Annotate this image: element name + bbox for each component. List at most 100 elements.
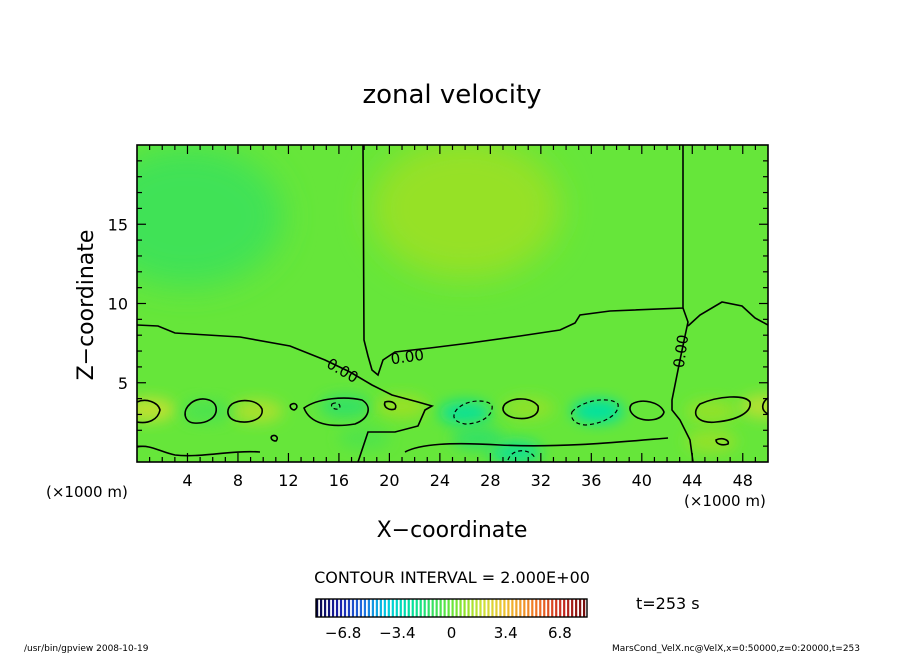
colorbar-cell [383,599,386,617]
colorbar-cell [399,599,402,617]
colorbar-cell [459,599,462,617]
colorbar-cell [343,599,347,617]
x-unit-right: (×1000 m) [684,492,766,510]
field-feature [685,429,738,454]
colorbar-cell [539,599,542,617]
colorbar-cell [391,599,394,617]
x-tick-label: 24 [430,471,450,490]
field-feature [451,426,504,451]
x-tick-label: 20 [379,471,399,490]
colorbar-cell [319,599,323,617]
colorbar-cell [419,599,422,617]
y-tick-label: 15 [108,215,128,234]
x-unit-left: (×1000 m) [46,483,128,501]
colorbar-cell [463,599,466,617]
colorbar-tick-label: −6.8 [325,624,361,642]
field-feature [370,145,561,279]
colorbar-cell [479,599,482,617]
x-tick-label: 4 [182,471,192,490]
contour-loop [404,437,669,453]
contour-loop [383,400,397,411]
colorbar-cell [523,599,526,617]
colorbar-cell [567,599,570,617]
colorbar-cell [363,599,367,617]
colorbar-cell [555,599,558,617]
colorbar-cell [439,599,442,617]
colorbar-cell [411,599,414,617]
time-label: t=253 s [636,594,700,613]
colorbar-cell [487,599,490,617]
contour-loop [227,399,263,423]
colorbar-cell [351,599,355,617]
colorbar-cell [395,599,398,617]
field-feature [137,146,283,287]
colorbar-cell [531,599,534,617]
contour-loop [137,445,261,457]
colorbar-cell [403,599,406,617]
colorbar-cell [367,599,371,617]
contour-loop [303,397,369,427]
colorbar-cell [551,599,554,617]
footer-left: /usr/bin/gpview 2008-10-19 [24,644,149,654]
x-tick-label: 32 [531,471,551,490]
colorbar-cell [483,599,486,617]
contour-loop [715,437,730,446]
field-feature [502,396,555,421]
colorbar-cell [415,599,418,617]
contour-label: 0.00 [390,346,426,368]
contour-loop [270,434,279,442]
colorbar-cell [495,599,498,617]
colorbar-cell [583,599,586,617]
x-tick-label: 44 [682,471,702,490]
zero-contour-line [362,145,684,377]
colorbar-cell [499,599,502,617]
contour-interval: CONTOUR INTERVAL = 2.000E+00 [314,568,590,587]
field-feature [319,394,372,419]
colorbar-cell [491,599,494,617]
colorbar-cell [316,599,319,617]
negative-contour-loop [453,400,493,425]
colorbar-cell [471,599,474,617]
footer-right: MarsCond_VelX.nc@VelX,x=0:50000,z=0:2000… [612,644,860,654]
colorbar-cell [547,599,550,617]
contour-loop [184,398,217,424]
field-feature [180,399,233,424]
x-tick-label: 8 [233,471,243,490]
colorbar-cell [535,599,538,617]
zero-contour-line [687,301,768,327]
colorbar-cell [423,599,426,617]
colorbar-cell [507,599,510,617]
field-feature [338,426,391,451]
contour-loop [137,399,161,424]
field-feature [137,397,176,422]
colorbar-cell [435,599,438,617]
colorbar-cell [563,599,566,617]
colorbar-cell [519,599,522,617]
colorbar-cell [347,599,351,617]
y-tick-label: 5 [118,374,128,393]
colorbar-cell [447,599,450,617]
x-axis-label: X−coordinate [377,518,528,543]
negative-contours [330,399,619,461]
negative-contour-loop [507,450,536,461]
field-feature [230,399,283,424]
colorbar-cell [339,599,343,617]
colorbar-cell [575,599,578,617]
colorbar-cell [503,599,506,617]
y-tick-label: 10 [108,295,128,314]
contour-loop [694,396,751,424]
colorbar-cell [515,599,518,617]
chart-title: zonal velocity [362,80,541,110]
colorbar-cell [455,599,458,617]
zero-contour-line [671,307,694,462]
x-tick-label: 28 [480,471,500,490]
colorbar-cell [475,599,478,617]
colorbar [316,599,586,617]
contour-loop [629,400,665,421]
colorbar-cell [323,599,327,617]
y-tick-labels: 5 10 15 [108,215,128,393]
x-tick-label: 48 [733,471,753,490]
x-tick-label: 16 [329,471,349,490]
colorbar-cell [375,599,378,617]
